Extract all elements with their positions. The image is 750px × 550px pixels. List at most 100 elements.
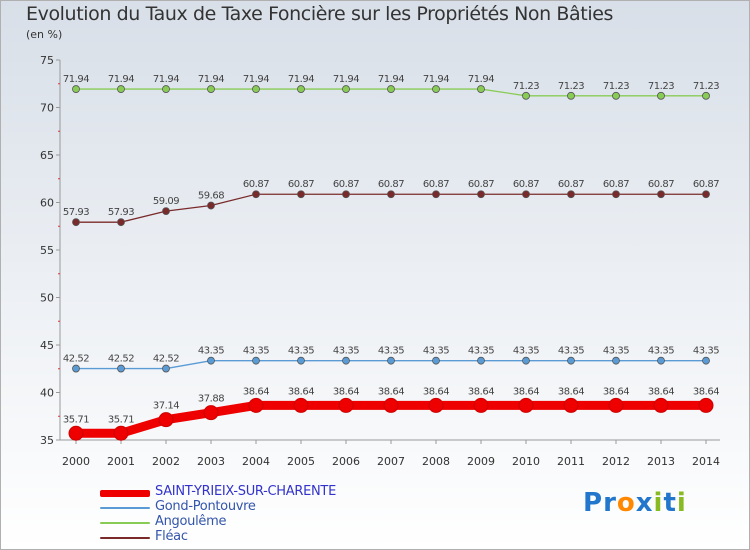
data-point	[702, 190, 710, 199]
data-label: 60.87	[648, 179, 674, 190]
data-label: 71.94	[198, 74, 224, 85]
logo-letter: t	[663, 488, 677, 518]
data-label: 71.94	[378, 74, 404, 85]
data-label: 60.87	[693, 179, 719, 190]
data-label: 71.94	[468, 74, 494, 85]
data-label: 43.35	[558, 346, 584, 357]
data-point	[522, 356, 530, 365]
data-point	[473, 397, 489, 413]
data-point	[567, 190, 575, 199]
data-label: 43.35	[288, 346, 314, 357]
data-point	[432, 85, 440, 93]
data-point	[702, 356, 710, 365]
data-label: 43.35	[603, 346, 629, 357]
data-point	[338, 397, 354, 413]
data-point	[387, 85, 395, 93]
data-point	[702, 91, 710, 100]
data-point	[68, 425, 84, 441]
y-tick-label: 35	[40, 434, 54, 447]
data-label: 38.64	[558, 386, 584, 397]
data-label: 43.35	[468, 346, 494, 357]
data-label: 43.35	[648, 346, 674, 357]
data-point	[567, 356, 575, 365]
data-point	[477, 356, 485, 365]
x-tick-label: 2013	[647, 455, 675, 468]
data-point	[563, 397, 579, 413]
data-label: 42.52	[63, 354, 89, 365]
x-tick-label: 2005	[287, 455, 315, 468]
y-axis-unit: (en %)	[26, 28, 63, 41]
data-label: 57.93	[108, 207, 134, 218]
x-tick-label: 2002	[152, 455, 180, 468]
data-label: 43.35	[513, 346, 539, 357]
logo-letter: r	[603, 488, 617, 518]
data-label: 38.64	[243, 386, 269, 397]
data-point	[207, 201, 215, 210]
y-tick-label: 50	[40, 292, 54, 305]
data-label: 38.64	[603, 386, 629, 397]
data-label: 71.94	[153, 74, 179, 85]
data-label: 35.71	[108, 414, 134, 425]
data-point	[342, 356, 350, 365]
x-tick-label: 2009	[467, 455, 495, 468]
logo-letter: x	[635, 488, 654, 518]
x-tick-label: 2003	[197, 455, 225, 468]
data-point	[477, 190, 485, 199]
data-label: 43.35	[333, 346, 359, 357]
data-point	[522, 91, 530, 100]
data-point	[522, 190, 530, 199]
data-label: 35.71	[63, 414, 89, 425]
x-tick-label: 2011	[557, 455, 585, 468]
x-tick-label: 2014	[692, 455, 720, 468]
data-label: 38.64	[513, 386, 539, 397]
data-point	[252, 356, 260, 365]
legend-label-saint-yrieix: SAINT-YRIEIX-SUR-CHARENTE	[155, 484, 336, 499]
legend-swatch-fleac	[100, 537, 150, 539]
data-label: 57.93	[63, 207, 89, 218]
data-label: 43.35	[423, 346, 449, 357]
data-label: 60.87	[243, 179, 269, 190]
data-label: 37.14	[153, 401, 179, 412]
data-point	[207, 85, 215, 93]
data-label: 43.35	[378, 346, 404, 357]
data-label: 43.35	[693, 346, 719, 357]
y-tick-label: 60	[40, 197, 54, 210]
data-label: 38.64	[648, 386, 674, 397]
data-point	[162, 207, 170, 216]
logo-letter: i	[676, 488, 687, 518]
data-point	[293, 397, 309, 413]
data-label: 71.94	[108, 74, 134, 85]
data-label: 71.94	[423, 74, 449, 85]
data-point	[567, 91, 575, 100]
y-tick-label: 65	[40, 149, 54, 162]
data-label: 71.94	[243, 74, 269, 85]
data-point	[72, 218, 80, 227]
data-label: 59.68	[198, 191, 224, 202]
y-tick-label: 45	[40, 339, 54, 352]
y-tick-label: 40	[40, 387, 54, 400]
x-tick-label: 2001	[107, 455, 135, 468]
data-label: 60.87	[378, 179, 404, 190]
data-label: 60.87	[288, 179, 314, 190]
data-point	[518, 397, 534, 413]
data-point	[428, 397, 444, 413]
data-label: 42.52	[153, 354, 179, 365]
data-point	[387, 190, 395, 199]
y-tick-label: 55	[40, 244, 54, 257]
x-tick-label: 2010	[512, 455, 540, 468]
data-point	[698, 397, 714, 413]
data-point	[117, 364, 125, 373]
x-tick-label: 2007	[377, 455, 405, 468]
data-point	[297, 190, 305, 199]
data-label: 38.64	[468, 386, 494, 397]
data-point	[207, 356, 215, 365]
data-point	[477, 85, 485, 93]
data-point	[297, 356, 305, 365]
data-point	[657, 190, 665, 199]
data-point	[113, 425, 129, 441]
data-label: 60.87	[558, 179, 584, 190]
logo-letter: P	[583, 488, 604, 518]
data-point	[297, 85, 305, 93]
data-label: 71.23	[513, 81, 539, 92]
data-point	[612, 356, 620, 365]
